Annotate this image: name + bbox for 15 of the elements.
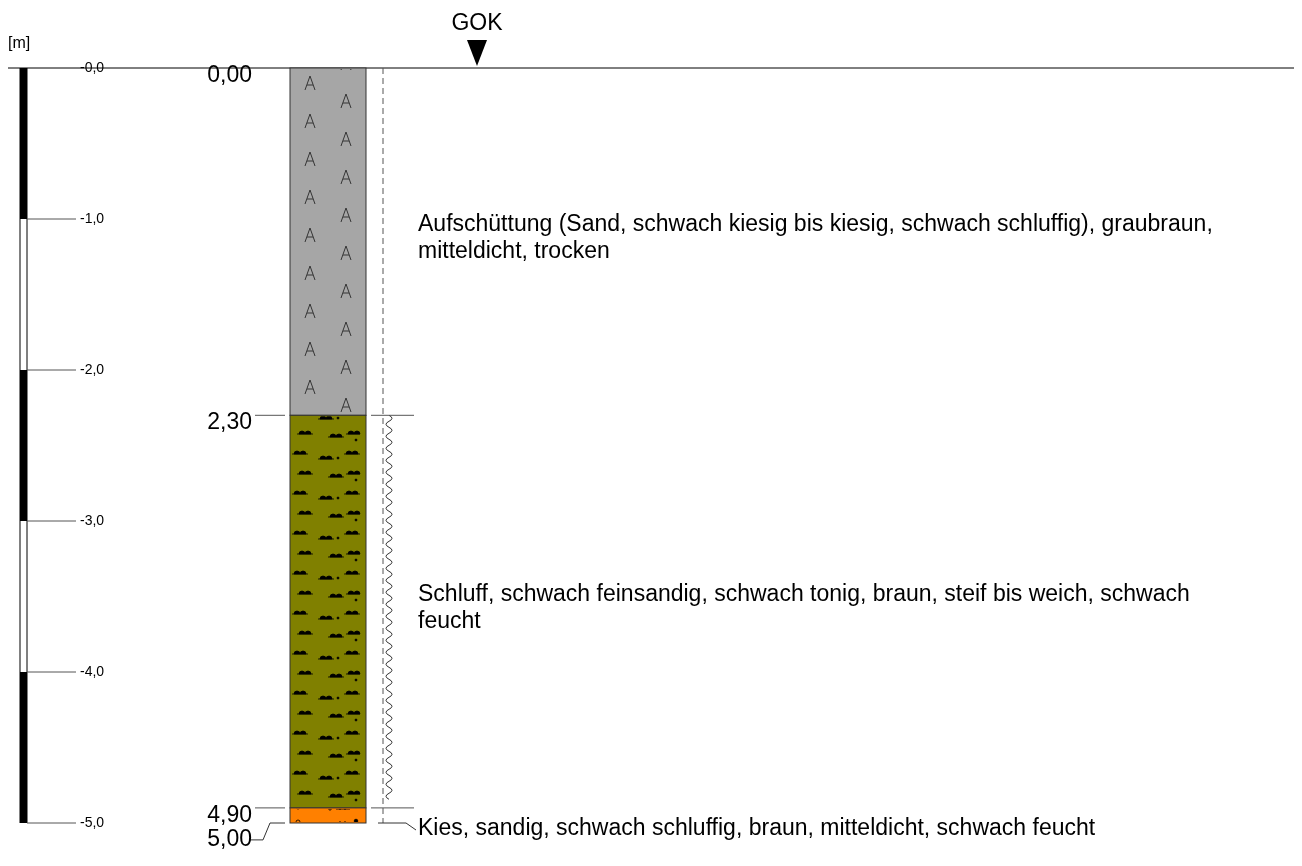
annotation: 2,30 xyxy=(207,408,252,435)
text: 5,00 xyxy=(207,824,252,851)
legend-label: Kies, sandig, schwach schluffig, braun, mitteldicht, schwach feucht xyxy=(418,814,1096,840)
y-tick-label: -1,0 xyxy=(80,209,105,226)
y-tick-label: -5,0 xyxy=(80,813,105,830)
annotation: 4,90 xyxy=(207,800,252,827)
y-axis-title: [m] xyxy=(8,34,31,51)
y-tick-label: -4,0 xyxy=(80,662,105,679)
ref-line-label: GOK xyxy=(451,9,504,35)
annotation: 0,00 xyxy=(207,61,252,87)
y-tick-label: -2,0 xyxy=(80,360,105,377)
y-tick-label: -3,0 xyxy=(80,511,105,528)
text: Schluff, schwach feinsandig, schwach tonig, braun, steif bis weich, schwach feucht xyxy=(418,579,1190,633)
y-tick-label: -0,0 xyxy=(80,58,105,75)
text: Aufschüttung (Sand, schwach kiesig bis kiesig, schwach schluffig), graubraun, mitteldicht, trocken xyxy=(418,209,1213,263)
